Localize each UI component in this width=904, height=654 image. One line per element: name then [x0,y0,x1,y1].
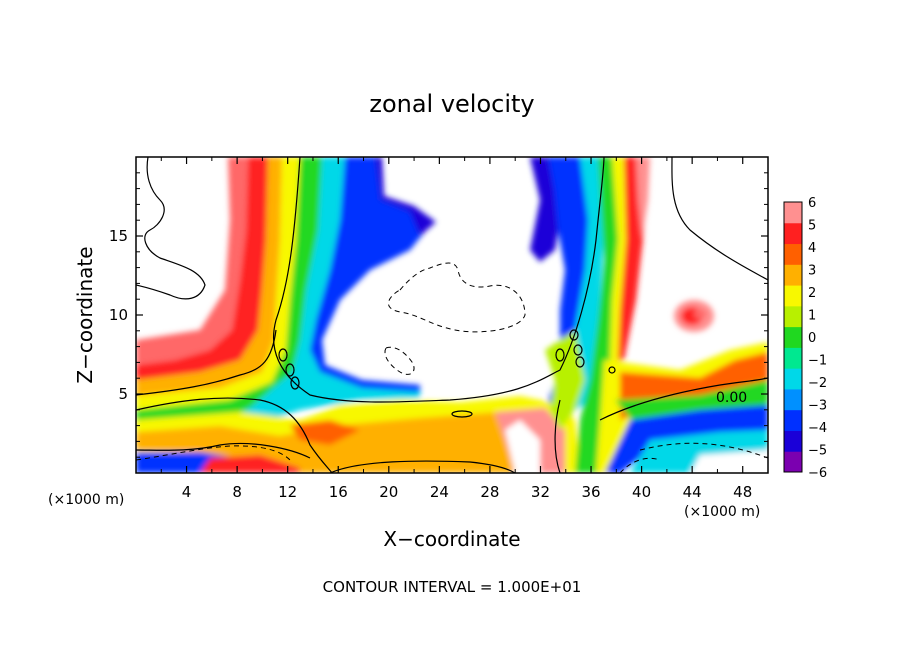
colorbar-swatch [784,430,802,452]
x-tick-label: 32 [531,483,550,501]
x-tick-label: 44 [683,483,702,501]
colorbar-label: 2 [808,286,816,301]
colorbar-swatch [784,285,802,307]
contour-lines [136,157,768,473]
x-tick-label: 20 [379,483,398,501]
colorbar-label: 3 [808,264,816,279]
colorbar-label: −2 [808,376,827,391]
x-tick-label: 40 [632,483,651,501]
colorbar-swatch [784,326,802,348]
colorbar-label: −5 [808,444,827,459]
colorbar-label: 1 [808,309,816,324]
colorbar-swatch [784,243,802,265]
colorbar-label: −6 [808,466,827,481]
x-units-right: (×1000 m) [684,504,760,520]
colorbar-label: 0 [808,331,816,346]
plot-area: 0.00 [136,157,768,473]
colorbar-label: −3 [808,399,827,414]
colorbar-swatch [784,347,802,369]
colorbar-label: 5 [808,219,816,234]
y-axis: 5 10 15 [109,172,768,458]
colorbar-label: 4 [808,241,816,256]
contour-interval-note: CONTOUR INTERVAL = 1.000E+01 [323,578,582,596]
colorbar-swatch [784,305,802,328]
y-tick-label: 15 [109,227,128,245]
x-tick-label: 16 [329,483,348,501]
y-tick-label: 5 [118,385,128,403]
colorbar-label: −1 [808,354,827,369]
x-tick-label: 48 [733,483,752,501]
colorbar-swatch [784,368,802,390]
colorbar-swatch [784,202,802,224]
colorbar-swatch [784,388,802,411]
colorbar-label: −4 [808,421,827,436]
colorbar-swatch [784,451,802,473]
chart-title: zonal velocity [369,90,534,118]
x-axis: 4 8 12 16 20 24 28 32 36 40 44 48 [160,157,752,501]
colorbar: 6 5 4 3 2 1 0 −1 −2 −3 −4 −5 −6 [783,196,827,481]
x-axis-label: X−coordinate [383,527,520,551]
x-tick-label: 36 [581,483,600,501]
negative-contours [136,262,768,473]
x-tick-label: 12 [278,483,297,501]
x-units-left: (×1000 m) [48,492,124,508]
x-tick-label: 28 [480,483,499,501]
colorbar-swatch [784,222,802,245]
x-tick-label: 4 [182,483,192,501]
x-tick-label: 8 [232,483,242,501]
colorbar-label: 6 [808,196,816,211]
colorbar-frame [783,201,803,473]
y-tick-label: 10 [109,306,128,324]
colorbar-swatch [784,409,802,431]
y-axis-label: Z−coordinate [73,246,97,383]
x-tick-label: 24 [430,483,449,501]
colorbar-swatch [784,264,802,286]
contour-zero-label: 0.00 [716,390,747,406]
